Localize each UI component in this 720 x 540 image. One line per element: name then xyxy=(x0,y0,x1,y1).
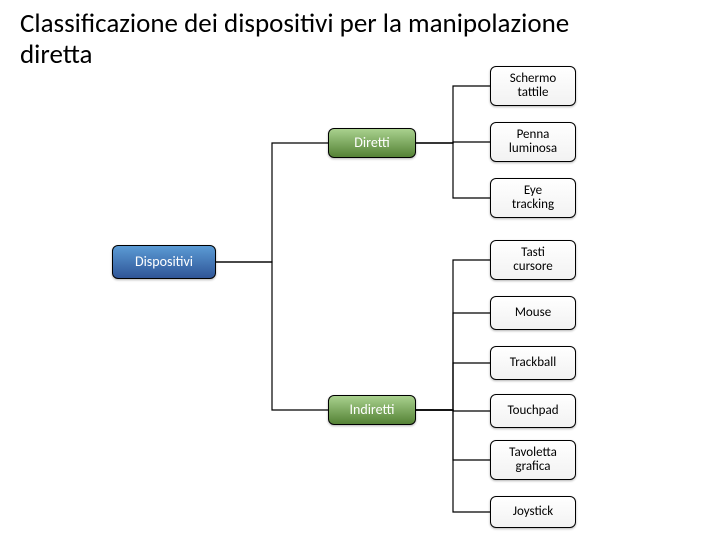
node-joystick: Joystick xyxy=(490,496,576,528)
edge-indiretti-mouse xyxy=(416,313,490,410)
node-trackball: Trackball xyxy=(490,346,576,380)
node-label-schermo: Schermotattile xyxy=(510,72,557,101)
node-diretti: Diretti xyxy=(328,128,416,158)
node-indiretti: Indiretti xyxy=(328,395,416,425)
node-tavoletta: Tavolettagrafica xyxy=(490,440,576,480)
edge-diretti-eye xyxy=(416,143,490,198)
node-label-joystick: Joystick xyxy=(513,505,553,519)
edge-diretti-schermo xyxy=(416,86,490,143)
node-eye: Eyetracking xyxy=(490,178,576,218)
node-label-touchpad: Touchpad xyxy=(507,404,558,418)
page-title: Classificazione dei dispositivi per la m… xyxy=(20,8,580,70)
node-label-tavoletta: Tavolettagrafica xyxy=(509,446,557,475)
node-penna: Pennaluminosa xyxy=(490,122,576,162)
node-label-diretti: Diretti xyxy=(354,135,389,150)
node-root: Dispositivi xyxy=(112,245,216,279)
edge-indiretti-joystick xyxy=(416,410,490,512)
node-schermo: Schermotattile xyxy=(490,66,576,106)
slide-canvas: Classificazione dei dispositivi per la m… xyxy=(0,0,720,540)
node-label-penna: Pennaluminosa xyxy=(509,128,557,157)
edge-indiretti-trackball xyxy=(416,363,490,410)
node-mouse: Mouse xyxy=(490,296,576,330)
edge-indiretti-tavoletta xyxy=(416,410,490,460)
node-touchpad: Touchpad xyxy=(490,394,576,428)
node-label-root: Dispositivi xyxy=(135,254,193,269)
edge-indiretti-tasti xyxy=(416,260,490,410)
node-label-indiretti: Indiretti xyxy=(349,402,394,417)
node-label-tasti: Tasticursore xyxy=(513,246,552,275)
edges-layer xyxy=(0,0,720,540)
edge-root-indiretti xyxy=(216,262,328,410)
node-label-trackball: Trackball xyxy=(510,356,556,370)
node-label-mouse: Mouse xyxy=(515,306,551,320)
edge-diretti-penna xyxy=(416,142,490,143)
edge-root-diretti xyxy=(216,143,328,262)
edge-indiretti-touchpad xyxy=(416,410,490,411)
node-tasti: Tasticursore xyxy=(490,240,576,280)
node-label-eye: Eyetracking xyxy=(512,184,554,213)
